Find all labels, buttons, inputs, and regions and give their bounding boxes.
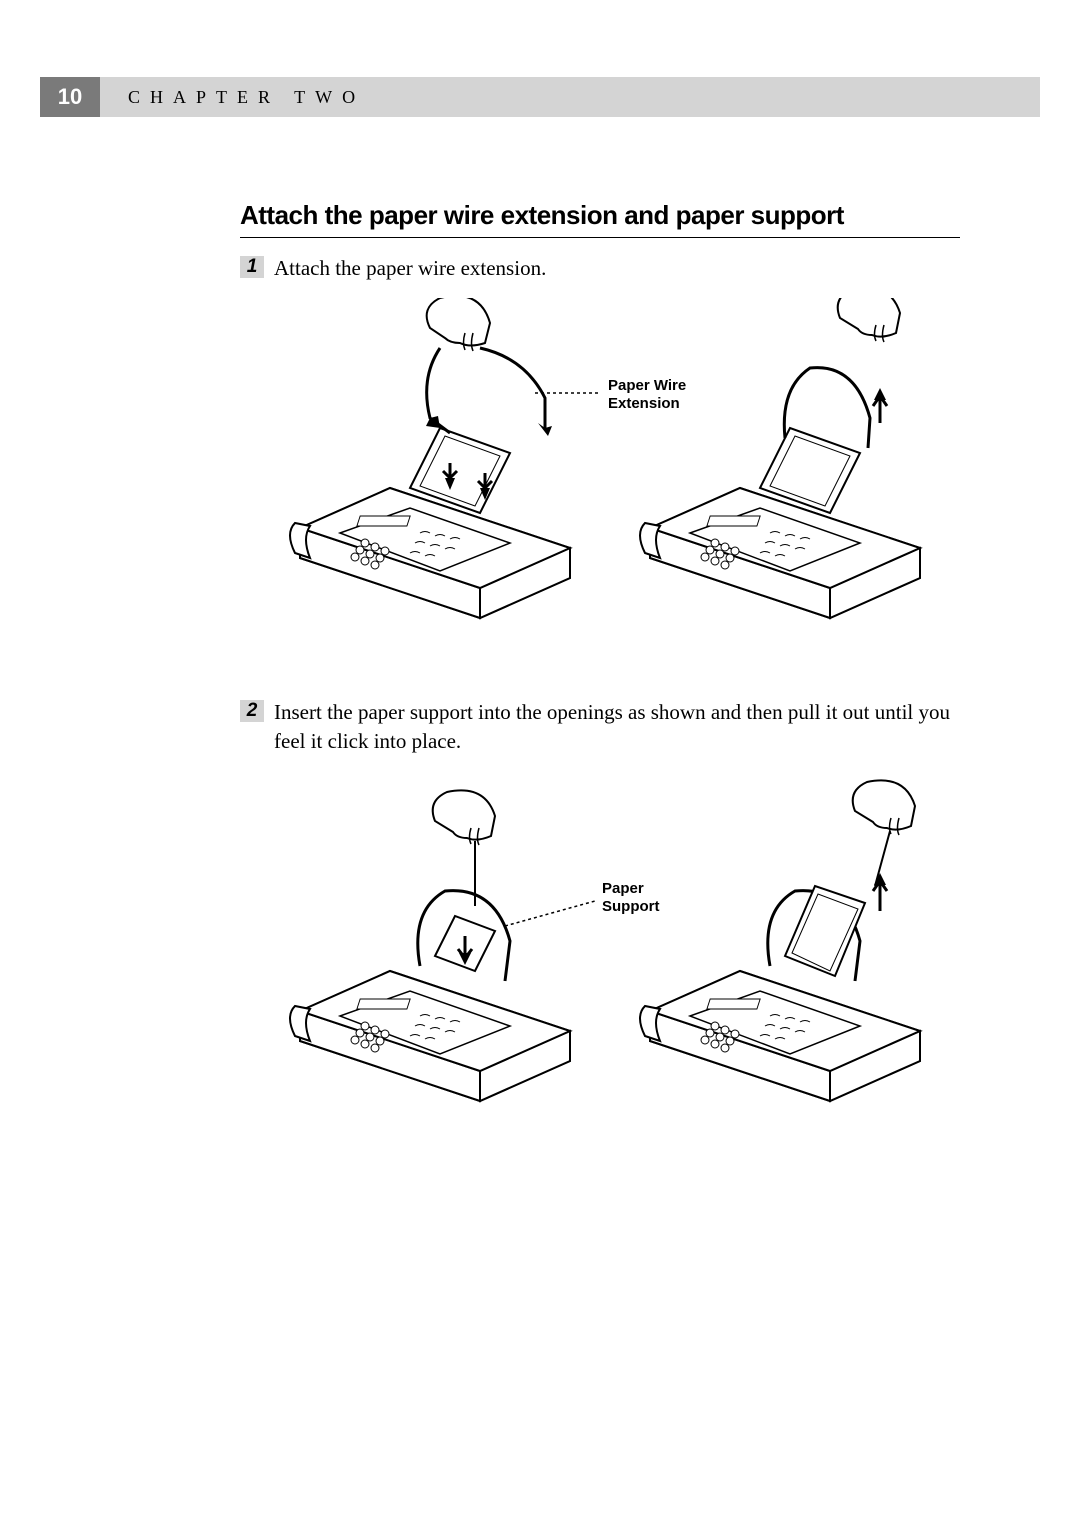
page-number: 10	[58, 84, 82, 110]
step-number-badge: 2	[240, 700, 264, 722]
figure-2: Paper Support	[240, 771, 960, 1141]
callout-1: Paper Wire Extension	[535, 377, 686, 412]
content-area: Attach the paper wire extension and pape…	[240, 200, 960, 1181]
section-title: Attach the paper wire extension and pape…	[240, 200, 960, 238]
callout-2: Paper Support	[505, 880, 660, 926]
step-text: Attach the paper wire extension.	[274, 254, 546, 282]
step-2: 2 Insert the paper support into the open…	[240, 698, 960, 755]
figure-2-svg: Paper Support	[270, 771, 930, 1141]
step-number-badge: 1	[240, 256, 264, 278]
page-header: 10 CHAPTER TWO	[40, 77, 1040, 117]
step-text: Insert the paper support into the openin…	[274, 698, 960, 755]
callout-2-line2: Support	[602, 898, 660, 915]
figure-1-svg: Paper Wire Extension	[270, 298, 930, 658]
callout-2-line1: Paper	[602, 880, 644, 897]
step-1: 1 Attach the paper wire extension.	[240, 254, 960, 282]
chapter-label: CHAPTER TWO	[128, 87, 365, 108]
figure-1: Paper Wire Extension	[240, 298, 960, 658]
callout-1-line1: Paper Wire	[608, 377, 686, 394]
callout-1-line2: Extension	[608, 395, 680, 412]
page-number-box: 10	[40, 77, 100, 117]
